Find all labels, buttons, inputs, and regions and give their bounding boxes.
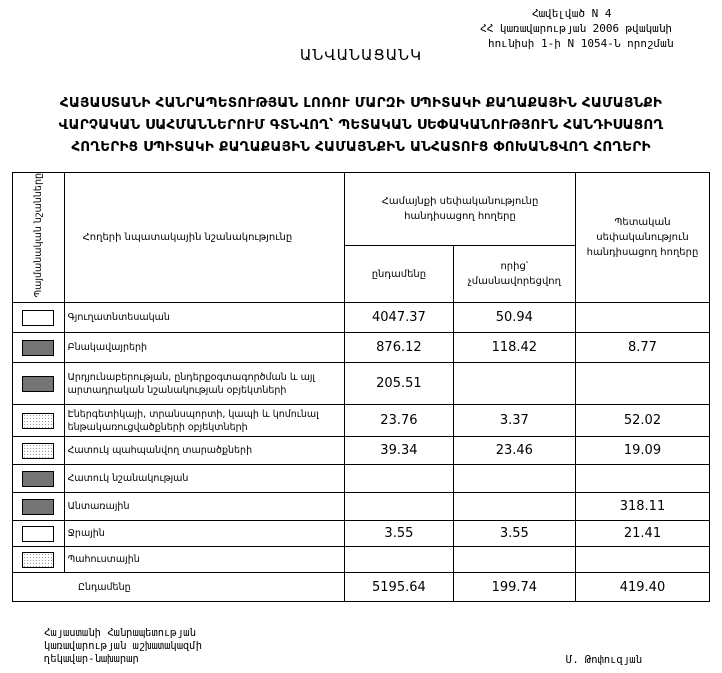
legend-swatch-icon — [22, 551, 55, 568]
legend-swatch-icon — [22, 309, 55, 326]
document-heading: ՀԱՅԱՍՏԱՆԻ ՀԱՆՐԱՊԵՏՈՒԹՅԱՆ ԼՈՌՈՒ ՄԱՐԶԻ ՍՊԻ… — [20, 92, 702, 158]
non-privatized-cell: 118.42 — [452, 332, 576, 364]
position-line: կառավարության աշխատակազմի — [44, 640, 203, 652]
purpose-cell: Հատուկ պահպանվող տարածքների — [63, 436, 346, 466]
non-privatized-cell: 23.46 — [452, 436, 576, 466]
legend-swatch-icon — [22, 375, 55, 392]
total-cell — [344, 464, 454, 494]
total-cell — [344, 492, 454, 522]
purpose-cell: Էներգետիկայի, տրանսպորտի, կապի և կոմունա… — [63, 404, 346, 438]
non-privatized-cell: 3.37 — [452, 404, 576, 438]
state-cell: 21.41 — [574, 520, 711, 548]
symbol-cell — [12, 302, 65, 334]
symbol-cell — [12, 546, 65, 574]
state-cell — [574, 546, 711, 574]
state-cell — [574, 302, 711, 334]
state-cell — [574, 362, 711, 406]
table-row: Արդյունաբերության, ընդերքօգտագործման և ա… — [12, 362, 711, 406]
purpose-cell: Արդյունաբերության, ընդերքօգտագործման և ա… — [63, 362, 346, 406]
non-privatized-cell: 50.94 — [452, 302, 576, 334]
annex-line: ՀՀ կառավարության 2006 թվականի — [480, 22, 673, 35]
total-cell: 4047.37 — [344, 302, 454, 334]
heading-line: ՀԱՅԱՍՏԱՆԻ ՀԱՆՐԱՊԵՏՈՒԹՅԱՆ ԼՈՌՈՒ ՄԱՐԶԻ ՍՊԻ… — [59, 95, 663, 111]
annex-line: հունիսի 1-ի N 1054-Ն որոշման — [488, 37, 674, 50]
totals-row: Ընդամենը 5195.64 199.74 419.40 — [11, 572, 711, 603]
legend-swatch-icon — [22, 412, 55, 429]
non-privatized-cell — [452, 492, 576, 522]
symbol-cell — [12, 436, 65, 466]
total-cell: 5195.64 — [344, 572, 454, 603]
table-row: Անտառային 318.11 — [12, 492, 711, 522]
table-row: Պահուստային — [12, 546, 711, 574]
table-row: Ջրային 3.55 3.55 21.41 — [12, 520, 711, 548]
heading-line: ՎԱՐՉԱԿԱՆ ՍԱՀՄԱՆՆԵՐՈՒՄ ԳՏՆՎՈՂ՝ ՊԵՏԱԿԱՆ ՍԵ… — [58, 117, 664, 133]
symbol-cell — [12, 464, 65, 494]
totals-label: Ընդամենը — [11, 572, 346, 603]
state-cell: 419.40 — [574, 572, 711, 603]
header-non-privatized: որից՝ չմասնավորեցվող — [452, 245, 576, 304]
legend-swatch-icon — [22, 498, 55, 515]
legend-swatch-icon — [22, 470, 55, 487]
non-privatized-cell: 199.74 — [452, 572, 576, 603]
table-row: Գյուղատնտեսական 4047.37 50.94 — [12, 302, 711, 334]
total-cell — [344, 546, 454, 574]
purpose-cell: Հատուկ նշանակության — [63, 464, 346, 494]
total-cell: 39.34 — [344, 436, 454, 466]
legend-swatch-icon — [22, 525, 55, 542]
header-symbols: Պայմանական նշանները — [12, 171, 65, 304]
non-privatized-cell — [452, 362, 576, 406]
total-cell: 23.76 — [344, 404, 454, 438]
non-privatized-cell: 3.55 — [452, 520, 576, 548]
annex-line: Հավելված N 4 — [532, 7, 612, 20]
table-row: Հատուկ նշանակության — [12, 464, 711, 494]
position-line: ղեկավար-նախարար — [44, 653, 139, 665]
symbol-cell — [12, 520, 65, 548]
purpose-cell: Անտառային — [63, 492, 346, 522]
header-purpose: Հողերի նպատակային նշանակությունը — [63, 171, 346, 304]
total-cell: 876.12 — [344, 332, 454, 364]
non-privatized-cell — [452, 464, 576, 494]
state-cell — [574, 464, 711, 494]
purpose-cell: Գյուղատնտեսական — [63, 302, 346, 334]
state-cell: 52.02 — [574, 404, 711, 438]
state-cell: 318.11 — [574, 492, 711, 522]
state-cell: 8.77 — [574, 332, 711, 364]
table-row: Բնակավայրերի 876.12 118.42 8.77 — [12, 332, 711, 364]
purpose-cell: Պահուստային — [63, 546, 346, 574]
purpose-cell: Ջրային — [63, 520, 346, 548]
table-row: Հատուկ պահպանվող տարածքների 39.34 23.46 … — [12, 436, 711, 466]
signatory-position: Հայաստանի Հանրապետության կառավարության ա… — [44, 627, 202, 666]
state-cell: 19.09 — [574, 436, 711, 466]
total-cell: 205.51 — [344, 362, 454, 406]
legend-swatch-icon — [22, 339, 55, 356]
symbol-cell — [12, 332, 65, 364]
heading-line: ՀՈՂԵՐԻՑ ՍՊԻՏԱԿԻ ՔԱՂԱՔԱՅԻՆ ՀԱՄԱՅՆՔԻՆ ԱՆՀԱ… — [71, 139, 651, 155]
header-community: Համայնքի սեփականությունը հանդիսացող հողե… — [344, 171, 576, 247]
signatory-name: Մ. Թոփուզյան — [566, 654, 642, 666]
document-title: ԱՆՎԱՆԱՑԱՆԿ — [299, 46, 423, 64]
position-line: Հայաստանի Հանրապետության — [44, 627, 196, 639]
land-table: Պայմանական նշանները Հողերի նպատակային նշ… — [11, 171, 711, 603]
header-total: ընդամենը — [344, 245, 454, 304]
total-cell: 3.55 — [344, 520, 454, 548]
symbol-cell — [12, 404, 65, 438]
table-row: Էներգետիկայի, տրանսպորտի, կապի և կոմունա… — [12, 404, 711, 438]
header-state: Պետական սեփականություն հանդիսացող հողերը — [574, 171, 711, 304]
non-privatized-cell — [452, 546, 576, 574]
symbol-cell — [12, 492, 65, 522]
symbol-cell — [12, 362, 65, 406]
annex-reference: Հավելված N 4 ՀՀ կառավարության 2006 թվակա… — [480, 6, 673, 51]
purpose-cell: Բնակավայրերի — [63, 332, 346, 364]
legend-swatch-icon — [22, 442, 55, 459]
